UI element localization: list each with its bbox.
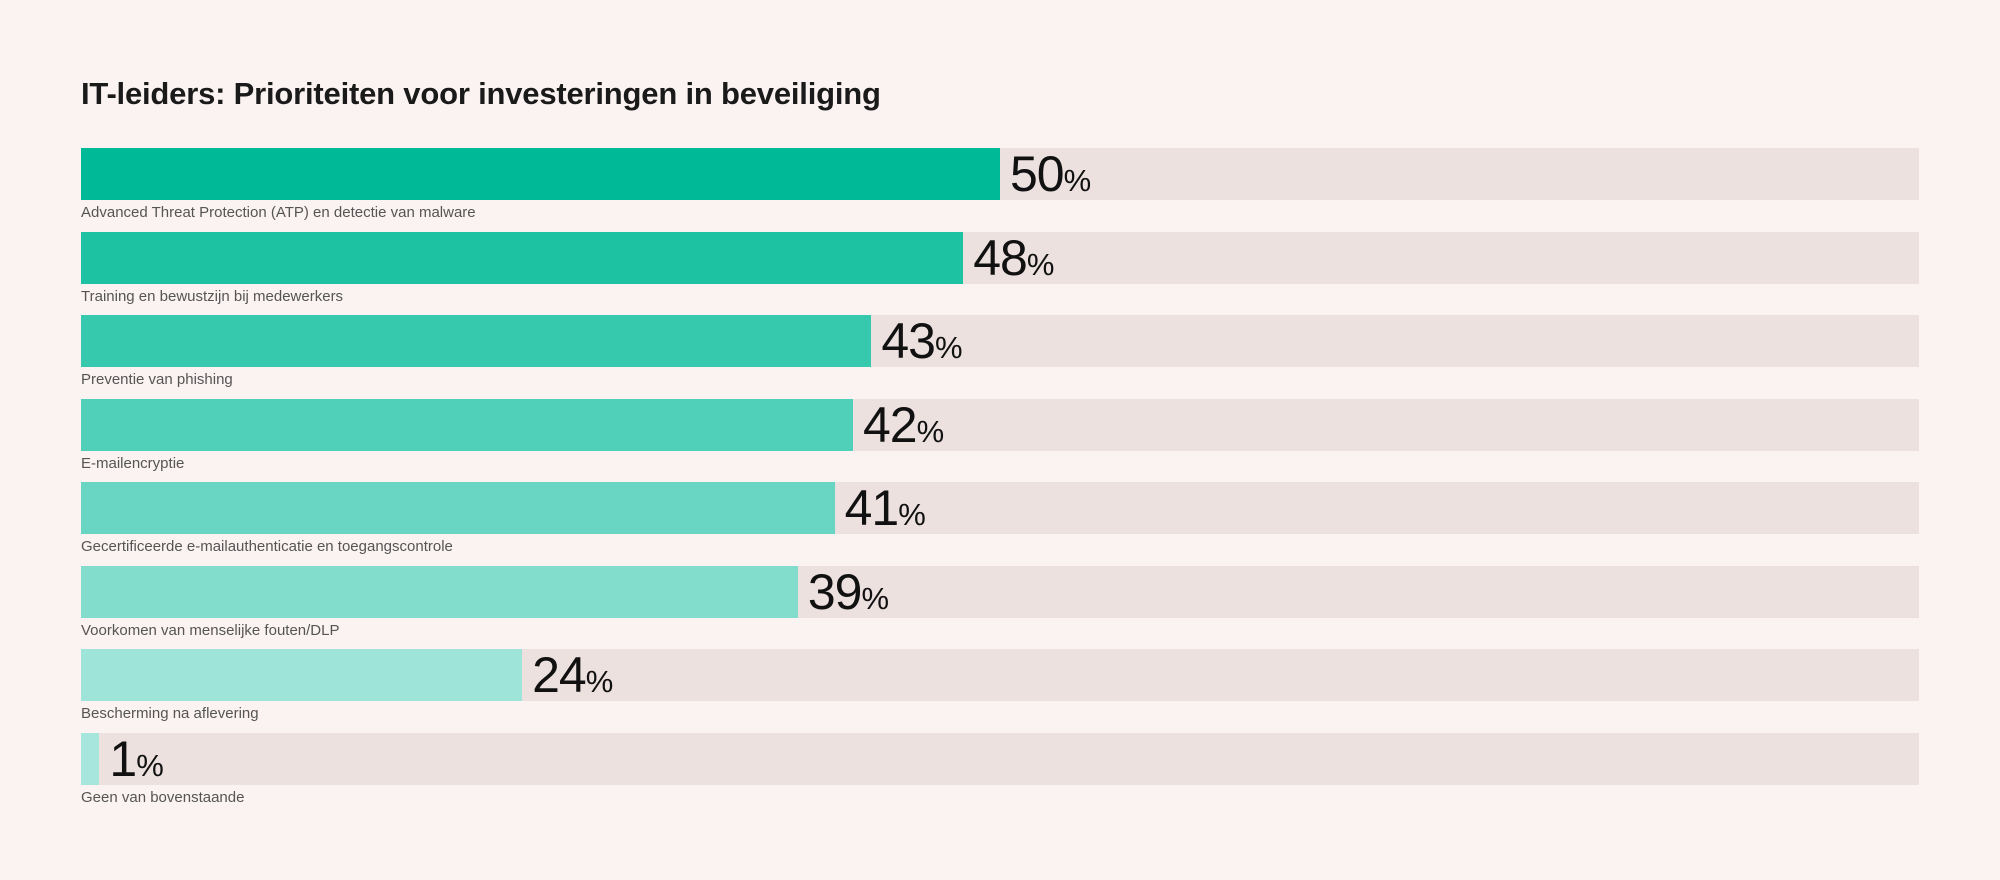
- bar-row: 39% Voorkomen van menselijke fouten/DLP: [81, 563, 1919, 650]
- bar-row: 43% Preventie van phishing: [81, 313, 1919, 399]
- bar-value-label: 50%: [1010, 146, 1092, 202]
- category-label: Training en bewustzijn bij medewerkers: [81, 287, 344, 305]
- category-label: Bescherming na aflevering: [81, 705, 259, 722]
- bar-row: 1% Geen van bovenstaande: [81, 730, 1919, 817]
- bar: [81, 732, 100, 785]
- bar-chart: 50% Advanced Threat Protection (ATP) en d…: [81, 146, 1919, 817]
- bar-row: 24% Bescherming na aflevering: [81, 647, 1919, 733]
- category-label: Gecertificeerde e-mailauthenticatie en t…: [81, 538, 453, 555]
- bar-row: 48% Training en bewustzijn bij medewerker…: [81, 229, 1919, 316]
- chart-title: IT-leiders: Prioriteiten voor investerin…: [81, 76, 881, 111]
- bar-value-label: 42%: [862, 396, 945, 453]
- bar-value-label: 24%: [532, 647, 614, 703]
- bar: [81, 482, 835, 534]
- bar-value-label: 48%: [973, 229, 1055, 286]
- bar-row: 42% E-mailencryptie: [81, 396, 1919, 483]
- bar-value-label: 41%: [844, 480, 926, 536]
- bar-value-label: 39%: [807, 563, 890, 620]
- bar-row: 41% Gecertificeerde e-mailauthenticatie e…: [81, 480, 1919, 566]
- category-label: Advanced Threat Protection (ATP) en dete…: [81, 204, 476, 221]
- bar-row: 50% Advanced Threat Protection (ATP) en d…: [81, 146, 1919, 232]
- category-label: E-mailencryptie: [81, 454, 185, 472]
- category-label: Preventie van phishing: [81, 371, 233, 388]
- bar: [81, 398, 853, 451]
- bar-value-label: 43%: [881, 313, 963, 369]
- bar: [81, 315, 872, 367]
- category-label: Voorkomen van menselijke fouten/DLP: [81, 621, 340, 639]
- bar-value-label: 1%: [109, 730, 164, 787]
- category-label: Geen van bovenstaande: [81, 788, 245, 806]
- bar: [81, 231, 964, 284]
- bar-track: [81, 732, 1919, 785]
- bar: [81, 148, 1000, 200]
- bar: [81, 565, 798, 618]
- bar: [81, 649, 523, 701]
